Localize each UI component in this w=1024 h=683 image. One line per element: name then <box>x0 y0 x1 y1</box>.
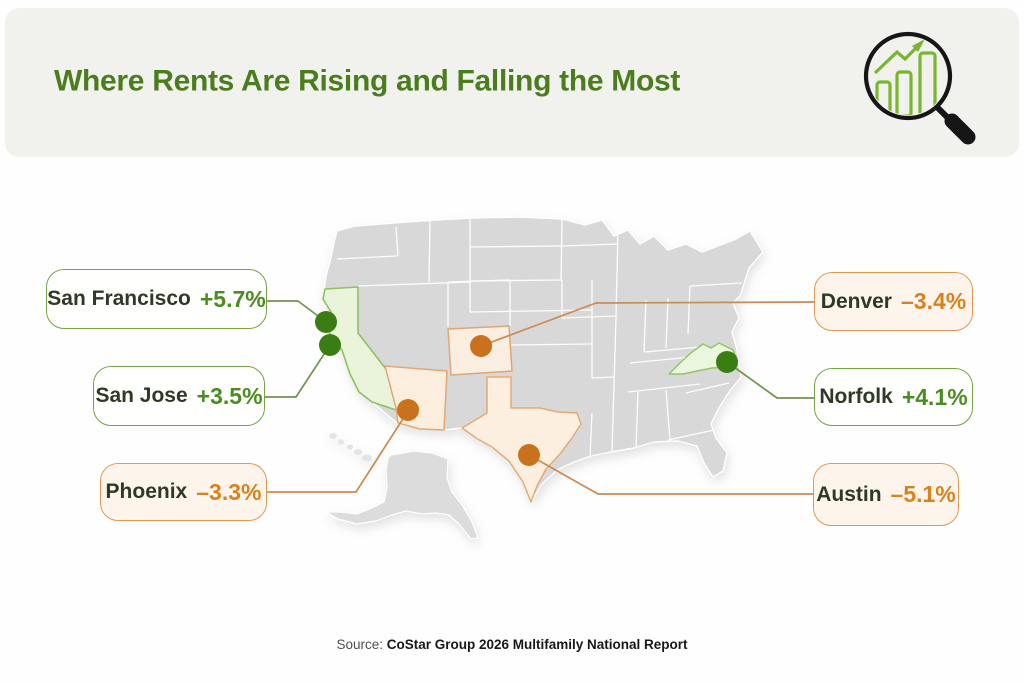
label-san-jose: San Jose +3.5% <box>93 366 265 426</box>
connector-san-jose <box>265 344 331 398</box>
city-name: Norfolk <box>819 385 893 408</box>
label-phoenix: Phoenix –3.3% <box>100 463 267 521</box>
connector-austin <box>528 454 813 495</box>
dot-phoenix <box>397 399 419 421</box>
city-name: Phoenix <box>105 480 188 503</box>
state-borders <box>336 218 743 457</box>
bar-chart-glyph <box>873 39 937 115</box>
pct-value: +3.5% <box>196 382 263 409</box>
city-name: San Jose <box>95 384 188 407</box>
city-name: San Francisco <box>47 287 191 310</box>
magnifier-handle <box>944 113 976 145</box>
connector-norfolk <box>726 361 814 399</box>
state-hawaii <box>329 433 372 462</box>
source-text: CoStar Group 2026 Multifamily National R… <box>386 637 688 652</box>
header-panel: Where Rents Are Rising and Falling the M… <box>5 8 1019 157</box>
dot-norfolk <box>716 351 738 373</box>
pct-value: +5.7% <box>199 285 266 312</box>
source-label: Source: <box>336 637 383 652</box>
pct-value: –3.4% <box>900 288 967 314</box>
magnifier-lens <box>863 31 953 121</box>
label-norfolk: Norfolk +4.1% <box>814 368 973 426</box>
label-san-francisco: San Francisco +5.7% <box>46 269 267 329</box>
dot-san-francisco <box>315 311 337 333</box>
pct-value: +4.1% <box>901 383 968 410</box>
state-texas <box>461 376 582 503</box>
dot-denver <box>470 335 492 357</box>
pct-value: –3.3% <box>196 478 262 505</box>
magnifier-bar-chart-icon <box>863 31 976 145</box>
city-name: Denver <box>820 289 892 313</box>
page-title: Where Rents Are Rising and Falling the M… <box>54 64 681 98</box>
connector-phoenix <box>267 410 409 493</box>
dot-san-jose <box>319 334 341 356</box>
source-line: Source: CoStar Group 2026 Multifamily Na… <box>0 637 1024 652</box>
label-denver: Denver –3.4% <box>814 272 973 331</box>
label-austin: Austin –5.1% <box>813 463 959 526</box>
pct-value: –5.1% <box>890 481 956 507</box>
connector-denver <box>480 301 815 347</box>
city-name: Austin <box>816 482 882 506</box>
dot-austin <box>518 444 540 466</box>
connector-san-francisco <box>267 300 327 323</box>
state-alaska <box>325 450 479 540</box>
